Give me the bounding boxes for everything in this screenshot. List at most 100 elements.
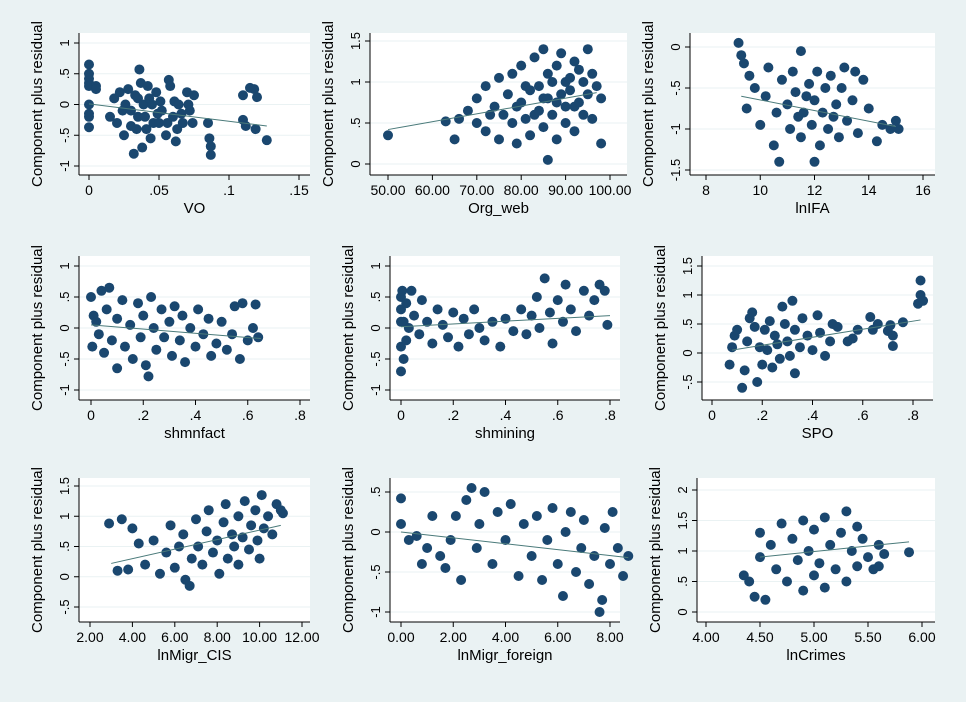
data-point — [203, 505, 214, 516]
x-tick-label: 2.00 — [440, 629, 467, 645]
data-point — [449, 134, 460, 145]
panel-shmining: -1 -.5 0 .5 1 0 .2 .4 .6 .8 shmining Component plus… — [340, 245, 620, 442]
data-point — [185, 323, 196, 333]
x-tick-label: 4.00 — [492, 629, 519, 645]
data-point — [91, 84, 101, 95]
data-point — [516, 304, 527, 315]
data-point — [771, 564, 782, 575]
data-point — [596, 138, 607, 149]
data-point — [787, 533, 798, 544]
data-point — [760, 91, 771, 102]
data-point — [915, 275, 926, 286]
data-point — [216, 316, 227, 327]
data-point — [852, 128, 863, 139]
data-point — [825, 336, 836, 347]
data-point — [599, 523, 610, 533]
x-tick-label: 8.00 — [204, 629, 231, 645]
data-point — [458, 313, 469, 324]
y-tick-label: 1 — [57, 262, 72, 269]
data-point — [505, 499, 516, 509]
data-point — [456, 575, 467, 585]
data-point — [201, 526, 212, 537]
data-point — [565, 304, 576, 315]
y-tick-label: -.5 — [57, 128, 72, 143]
data-point — [612, 543, 623, 553]
data-point — [474, 323, 485, 333]
data-point — [249, 84, 260, 95]
data-point — [84, 122, 94, 133]
data-point — [767, 362, 778, 373]
fit-line — [400, 531, 629, 559]
data-point — [277, 508, 288, 519]
data-point — [809, 524, 819, 535]
x-axis-title: Org_web — [468, 200, 529, 217]
data-point — [500, 535, 511, 545]
y-tick-label: -.5 — [57, 351, 72, 366]
data-point — [587, 68, 598, 79]
data-point — [396, 366, 406, 377]
data-point — [105, 111, 115, 122]
data-point — [422, 543, 433, 553]
data-point — [771, 107, 782, 118]
y-axis-title: Component plus residual — [647, 467, 664, 633]
data-point — [772, 339, 783, 350]
data-point — [86, 292, 96, 302]
data-point — [538, 44, 549, 55]
data-point — [596, 93, 607, 104]
data-point — [187, 117, 198, 128]
data-point — [879, 549, 890, 560]
data-point — [798, 107, 809, 118]
data-point — [571, 567, 582, 577]
data-point — [618, 571, 629, 581]
x-axis-title: lnCrimes — [786, 647, 845, 664]
panel-lnifa: -1.5 -1 -.5 0 8 10 12 14 16 lnIFA Component plus r… — [640, 21, 935, 217]
data-point — [789, 368, 800, 379]
data-point — [142, 81, 153, 92]
data-point — [526, 310, 537, 321]
data-point — [887, 330, 898, 341]
y-tick-label: 0 — [680, 349, 695, 356]
data-point — [409, 310, 420, 321]
y-tick-label: -.5 — [368, 351, 383, 366]
y-tick-label: -1 — [57, 384, 72, 396]
data-point — [254, 553, 265, 564]
data-point — [863, 103, 874, 114]
data-point — [569, 56, 580, 67]
data-point — [205, 141, 216, 152]
data-point — [414, 329, 425, 340]
y-tick-label: -1.5 — [668, 159, 683, 181]
data-point — [221, 344, 232, 355]
data-point — [819, 582, 830, 593]
x-tick-label: .4 — [190, 407, 202, 423]
y-tick-label: .5 — [675, 576, 690, 587]
data-point — [169, 301, 180, 312]
data-point — [190, 341, 201, 352]
fit-line — [387, 92, 597, 131]
data-point — [801, 91, 812, 102]
data-point — [101, 304, 112, 315]
y-axis-title: Component plus residual — [29, 467, 46, 633]
data-point — [146, 292, 157, 302]
data-point — [539, 273, 550, 284]
x-tick-label: 4.00 — [119, 629, 146, 645]
data-point — [560, 118, 571, 128]
data-point — [887, 341, 898, 352]
y-tick-label: -.5 — [680, 374, 695, 389]
data-point — [396, 519, 406, 529]
y-tick-label: 0 — [348, 160, 363, 167]
data-point — [507, 118, 518, 128]
data-point — [253, 332, 264, 343]
data-point — [784, 350, 795, 361]
data-point — [516, 60, 527, 71]
y-tick-label: -1 — [668, 123, 683, 135]
data-point — [578, 515, 589, 525]
data-point — [904, 547, 915, 558]
x-tick-label: 4.00 — [692, 629, 719, 645]
data-point — [863, 552, 873, 563]
data-point — [267, 529, 278, 540]
data-point — [119, 341, 130, 352]
data-point — [752, 377, 763, 387]
data-point — [212, 535, 223, 546]
data-point — [789, 324, 800, 335]
data-point — [396, 493, 406, 504]
